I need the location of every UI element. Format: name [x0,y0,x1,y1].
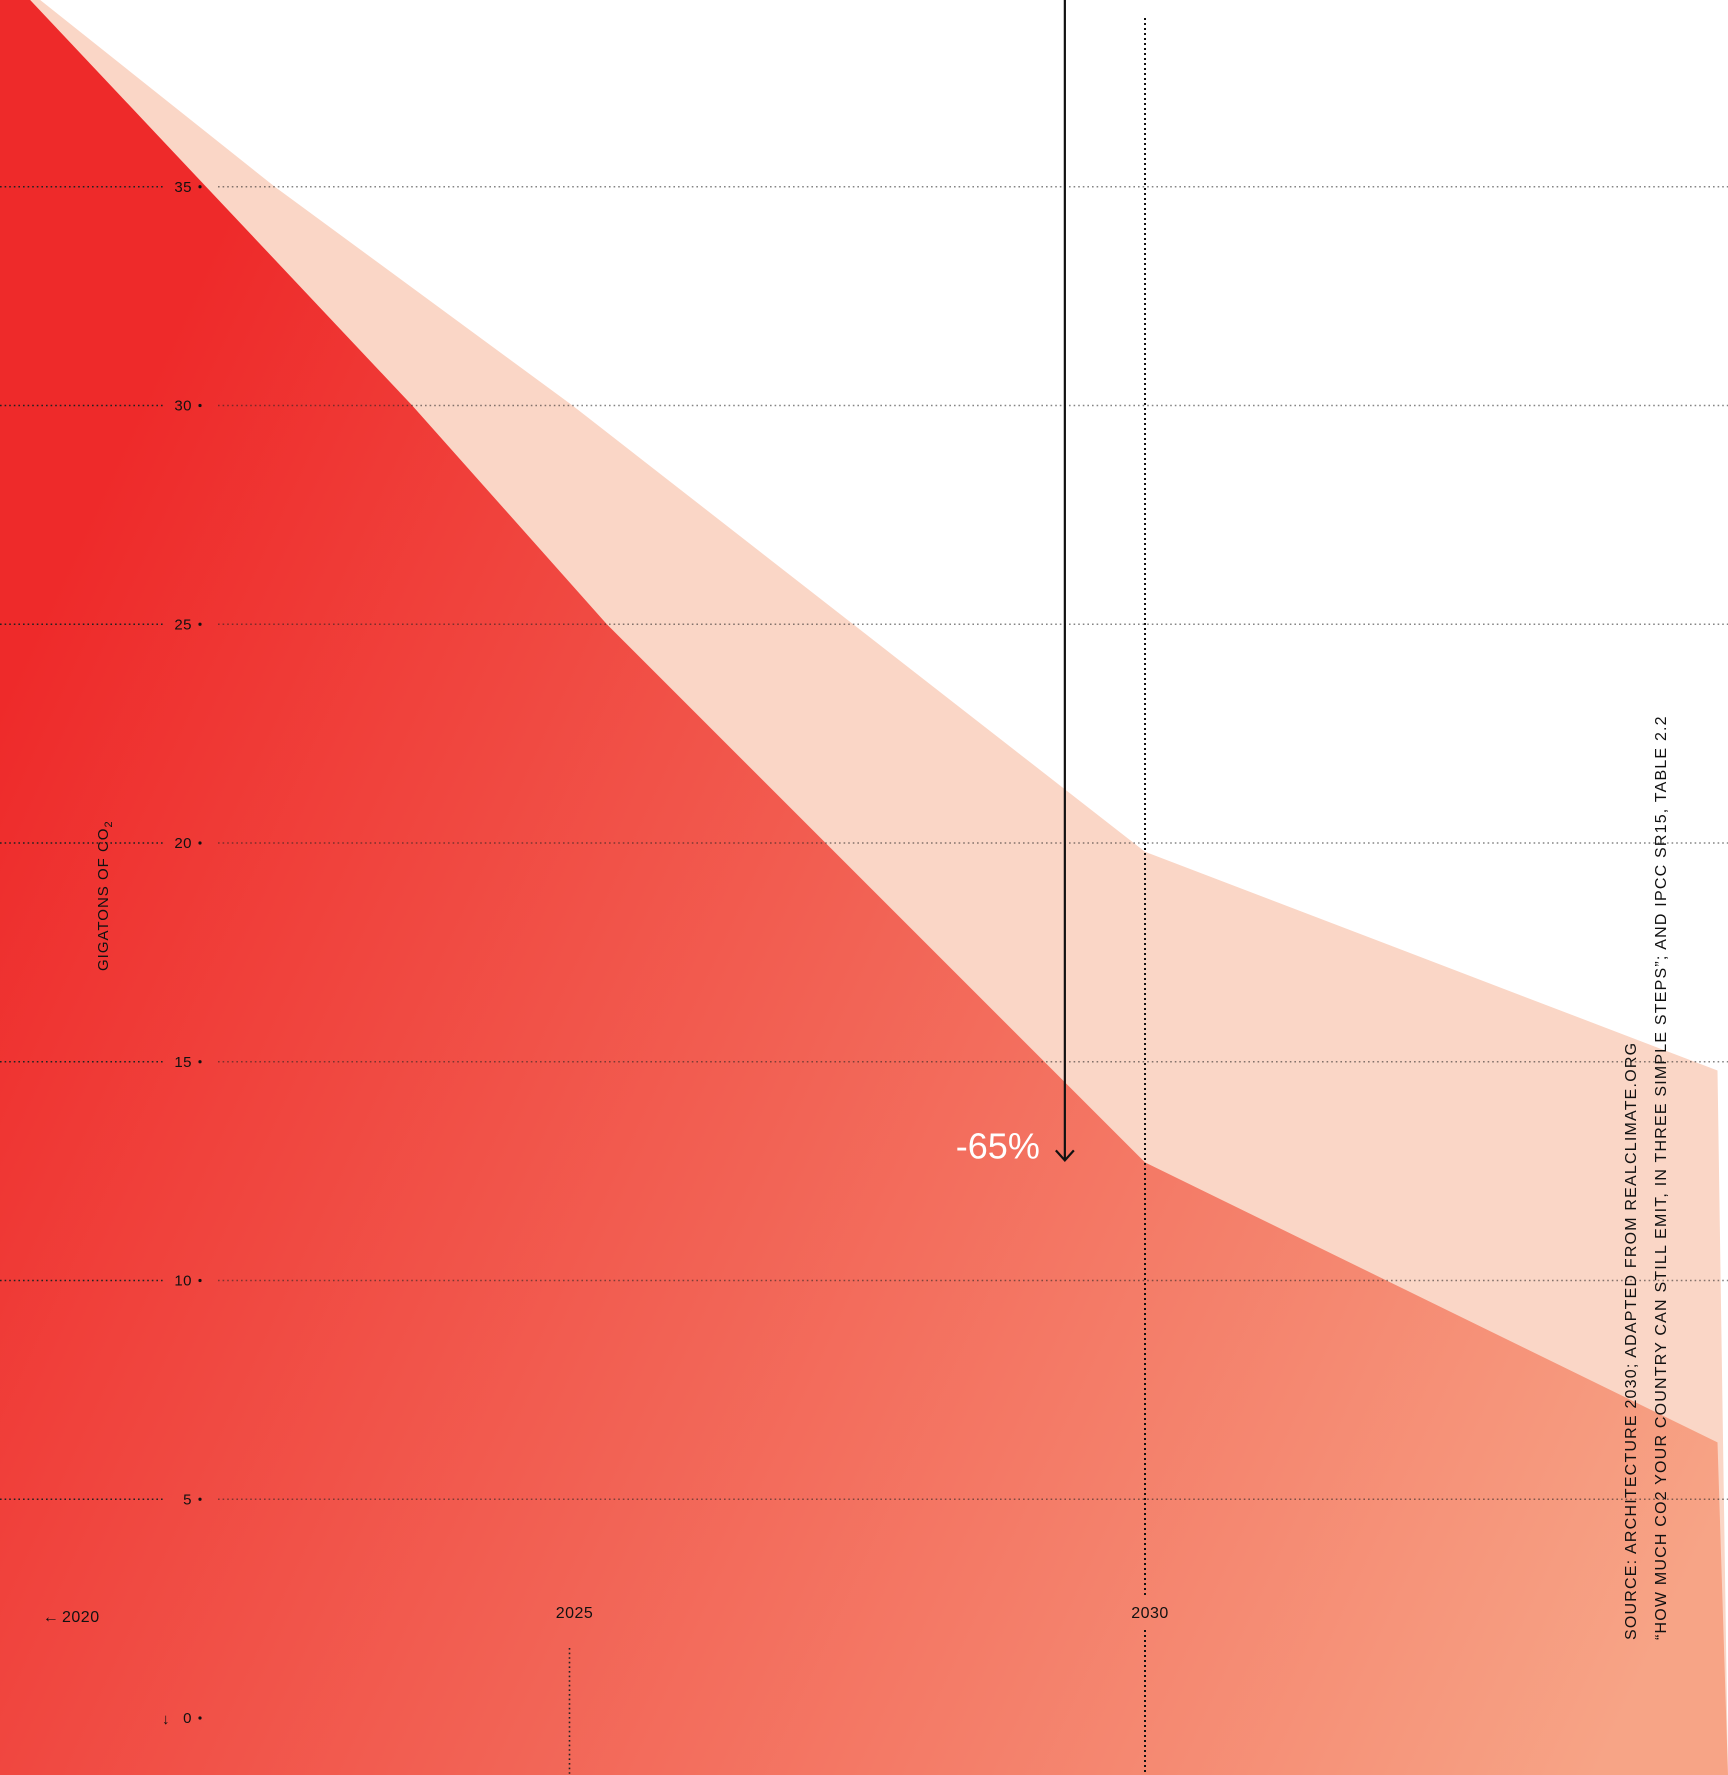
y-tick-label: 20 [174,835,192,852]
y-tick-dot [198,185,202,189]
y-axis-label: GIGATONS OF CO2 [95,820,115,971]
y-tick-dot [198,1060,202,1064]
source-line: SOURCE: ARCHITECTURE 2030; ADAPTED FROM … [1623,1042,1640,1640]
arrow-down-icon: ↓ [162,1711,170,1728]
y-tick-label: 35 [174,179,192,196]
y-tick-label: 15 [174,1054,192,1071]
annotation-label: -65% [956,1125,1040,1166]
y-tick-label: 0 [183,1710,192,1727]
y-tick-dot [198,1497,202,1501]
annotations: -65% [956,0,1075,1166]
y-tick-dot [198,1716,202,1720]
y-tick-dot [198,622,202,626]
y-tick-label: 25 [174,616,192,633]
gridlines [0,185,1728,1501]
arrow-down-icon [1055,1149,1075,1163]
source-line: “HOW MUCH CO2 YOUR COUNTRY CAN STILL EMI… [1653,715,1670,1640]
x-tick-label: 2020 [62,1609,100,1626]
arrow-left-icon: ← [43,1609,60,1626]
x-axis-ticks: ← 2020 2025 2030 [43,18,1169,1775]
source-note: SOURCE: ARCHITECTURE 2030; ADAPTED FROM … [1623,715,1670,1640]
y-tick-label: 5 [183,1491,192,1508]
y-tick-dot [198,403,202,408]
y-tick-label: 30 [174,398,192,415]
x-tick-label: 2030 [1131,1605,1169,1622]
y-axis-ticks: 4035302520151050↓ [162,179,202,1728]
y-tick-dot [198,1278,202,1283]
y-tick-dot [198,841,202,845]
y-tick-label: 10 [174,1273,192,1290]
x-tick-label: 2025 [556,1605,594,1622]
